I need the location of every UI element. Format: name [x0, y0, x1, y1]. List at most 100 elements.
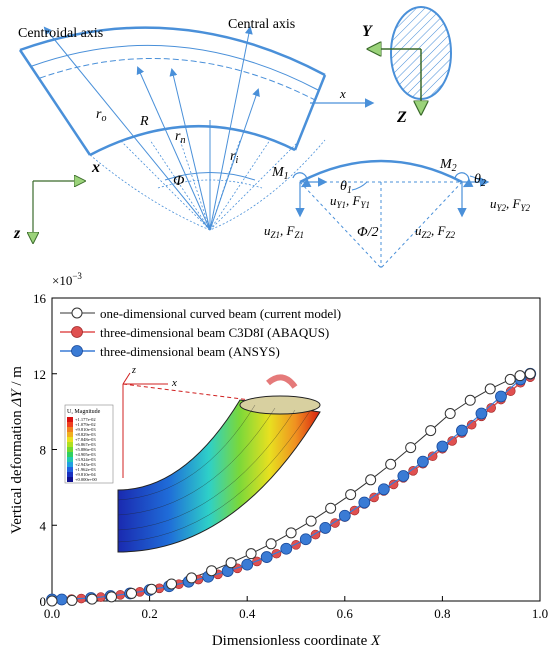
inset-legend-swatch [67, 447, 73, 452]
ansys-point [55, 593, 68, 606]
inset-legend-swatch [67, 457, 73, 462]
abaqus-point [408, 465, 418, 476]
inset-legend-swatch [67, 467, 73, 472]
model-point [86, 593, 98, 605]
inset-legend-swatch [67, 417, 73, 422]
legend: one-dimensional curved beam (current mod… [60, 306, 341, 359]
inset-legend-swatch [67, 462, 73, 467]
section-Y-label: Y [362, 23, 373, 40]
x-tick-label: 0.0 [44, 606, 60, 621]
inset-legend-swatch [67, 477, 73, 482]
inset-legend-value: +0.000e+00 [75, 477, 97, 482]
model-point [245, 548, 257, 560]
series-layer [46, 367, 537, 607]
inset-legend-value: +1.962e-03 [75, 467, 96, 472]
r-n-label: rn [175, 129, 185, 146]
inset-legend-value: +6.867e-03 [75, 442, 96, 447]
chart: ×10−3 0.0 0.2 0.4 0.6 0.8 1.0 0 4 8 12 16 Dimensi… [9, 271, 548, 649]
model-point [325, 502, 337, 514]
uZ2-FZ2-label: uZ2, FZ2 [415, 223, 455, 240]
x-ticks: 0.0 0.2 0.4 0.6 0.8 1.0 [44, 596, 548, 621]
ansys-point [319, 522, 332, 534]
inset-legend-value: +4.905e-03 [75, 452, 96, 457]
inset-legend-value: +7.848e-03 [75, 437, 96, 442]
model-point [504, 373, 516, 385]
legend-marker-abaqus [71, 326, 83, 338]
global-z-label: z [13, 225, 21, 242]
centroidal-axis-label: Centroidal axis [18, 26, 103, 41]
ansys-point [338, 509, 351, 522]
inset-z-axis [122, 372, 131, 385]
x-tick-label: 0.2 [141, 606, 157, 621]
legend-label-abaqus: three-dimensional beam C3D8I (ABAQUS) [100, 325, 329, 340]
R-label: R [139, 114, 149, 129]
inset-legend-swatch [67, 452, 73, 457]
M2-label: M2 [439, 157, 457, 174]
model-point [305, 515, 317, 527]
ansys-point [299, 533, 312, 546]
y-tick-label: 4 [40, 518, 47, 533]
model-point [265, 538, 277, 550]
model-point [514, 370, 526, 382]
y-tick-label: 8 [40, 443, 47, 458]
y-tick-label: 12 [33, 367, 46, 382]
abaqus-point [291, 540, 301, 550]
uZ1-FZ1-label: uZ1, FZ1 [264, 223, 304, 240]
inset-legend-swatch [67, 442, 73, 447]
model-point [146, 583, 158, 595]
model-point [66, 594, 78, 606]
global-x-label: x [91, 159, 100, 176]
inset-legend-value: +8.829e-03 [75, 432, 96, 437]
inset-legend-value: +5.886e-03 [75, 447, 96, 452]
ansys-point [260, 551, 273, 563]
legend-label-ansys: three-dimensional beam (ANSYS) [100, 344, 280, 359]
inset-legend-value: +9.810e-04 [75, 472, 96, 477]
x-tick-label: 1.0 [532, 606, 548, 621]
exponent-label: ×10−3 [52, 271, 82, 288]
abaqus-point [466, 419, 477, 430]
model-point [365, 474, 377, 486]
inset-legend-swatch [67, 437, 73, 442]
legend-marker-ansys [71, 345, 83, 357]
model-point [206, 565, 218, 577]
x-axis-label: Dimensionless coordinate X [212, 633, 381, 649]
central-axis-label: Central axis [228, 17, 295, 32]
model-point [126, 587, 138, 599]
theta2-label: θ2 [474, 172, 486, 189]
inset-x-label: x [171, 377, 177, 389]
r-o-label: ro [96, 107, 106, 124]
legend-marker-model [71, 307, 83, 319]
phi-label: Φ [173, 173, 185, 189]
x-tick-label: 0.4 [239, 606, 256, 621]
y-tick-label: 16 [33, 291, 47, 306]
ansys-point [495, 390, 507, 403]
r-i-label: ri [230, 149, 238, 166]
element-diagram: M1 M2 θ1 θ2 uY1, FY1 uZ1, FZ1 uZ2, FZ2 u… [264, 157, 530, 269]
M1-label: M1 [271, 165, 289, 182]
theta1-label: θ1 [340, 179, 352, 196]
inset-legend-value: +1.079e-02 [75, 422, 96, 427]
curved-beam-diagram: Centroidal axis Central axis x ro R rn r… [18, 17, 375, 231]
inset-legend-title: U, Magnitude [67, 409, 101, 415]
ansys-point [280, 542, 293, 555]
uY1-FY1-label: uY1, FY1 [330, 193, 370, 210]
inset-legend-swatch [67, 427, 73, 432]
inset-moment-arrow [266, 374, 298, 389]
ansys-point [475, 407, 488, 420]
model-point [186, 572, 198, 584]
model-point [524, 368, 536, 380]
model-point [444, 408, 456, 420]
y-axis-label: Vertical deformation ΔY / m [9, 366, 25, 534]
model-point [225, 557, 237, 569]
inset-beam-body [117, 399, 321, 553]
inset-legend-value: +1.177e-02 [75, 417, 96, 422]
legend-label-model: one-dimensional curved beam (current mod… [100, 306, 341, 321]
inset-legend-value: +2.943e-03 [75, 462, 96, 467]
y-tick-label: 0 [40, 594, 47, 609]
model-point [345, 489, 357, 501]
ansys-point [416, 455, 429, 468]
ansys-point [241, 558, 254, 571]
ansys-point [358, 496, 371, 509]
x-tick-label: 0.6 [337, 606, 354, 621]
